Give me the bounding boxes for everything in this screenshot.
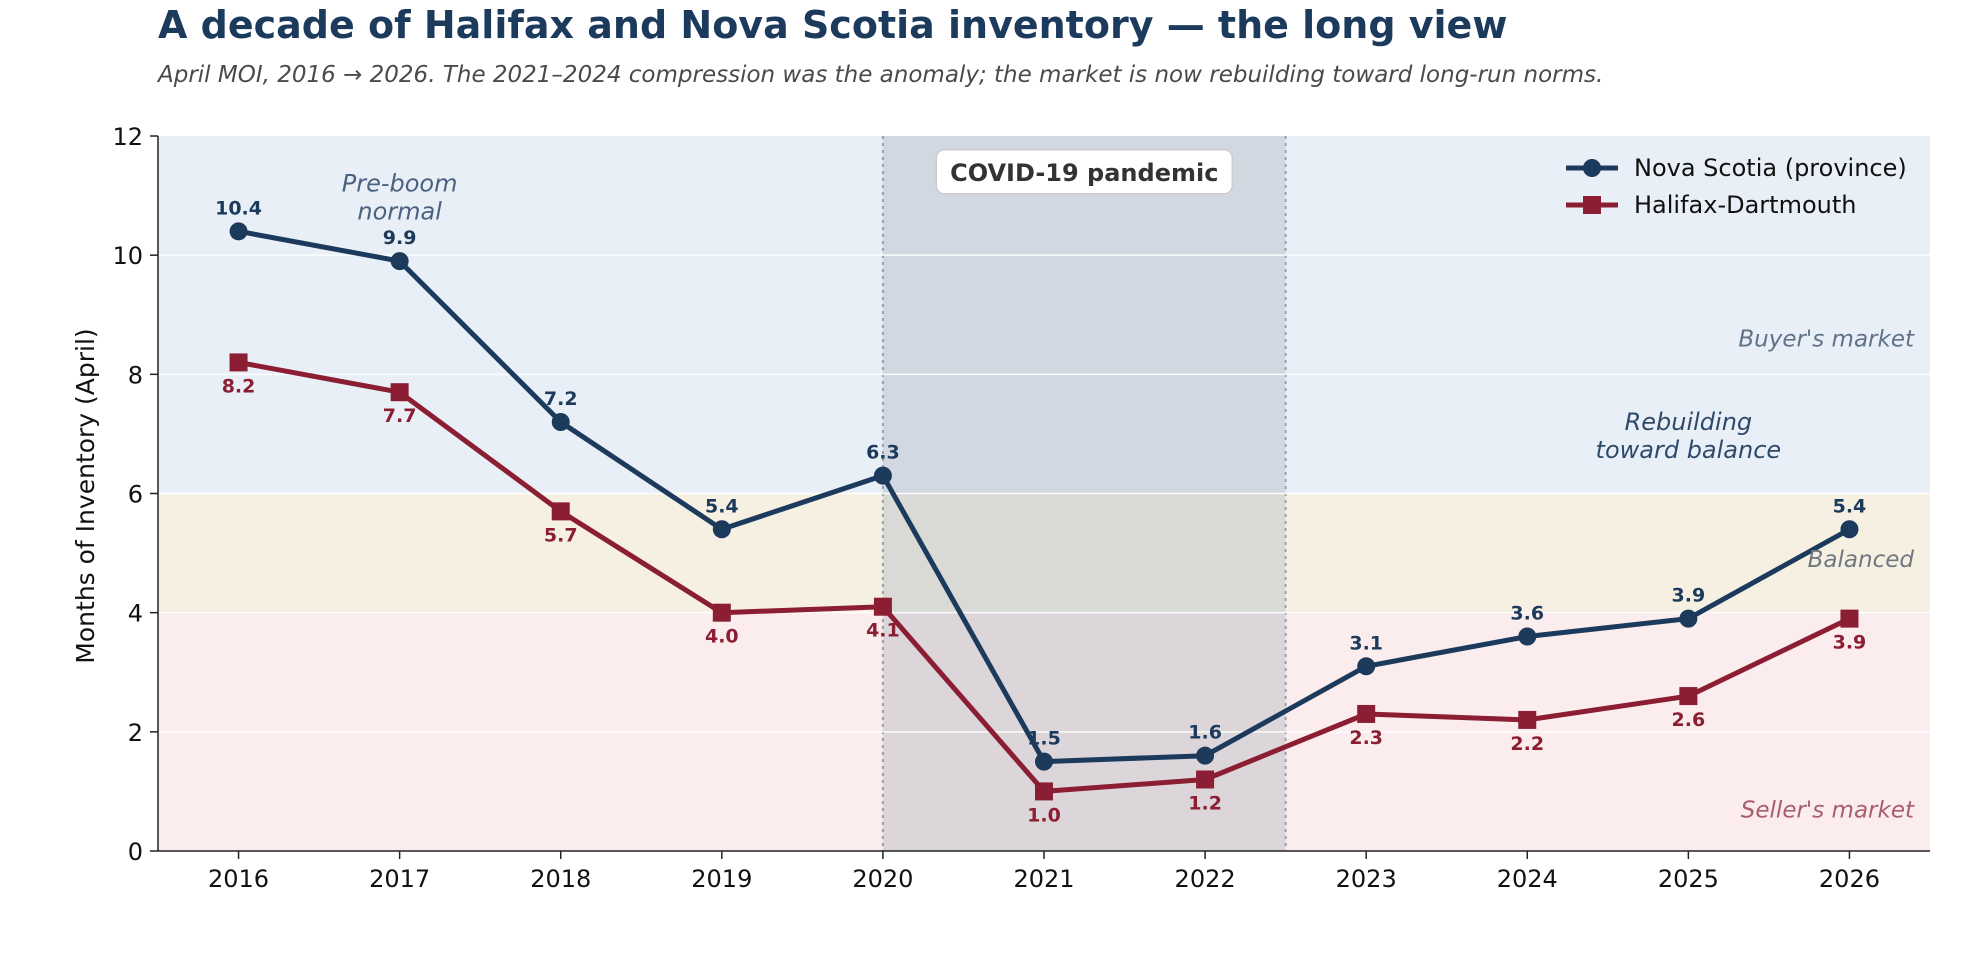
point-nova-scotia-province bbox=[229, 222, 248, 241]
data-label-nova-scotia-province: 3.1 bbox=[1349, 632, 1383, 654]
point-halifax-dartmouth bbox=[1840, 609, 1859, 628]
point-nova-scotia-province bbox=[390, 252, 409, 271]
y-tick-label: 0 bbox=[128, 838, 143, 866]
x-tick-label: 2020 bbox=[852, 865, 913, 893]
y-tick-label: 10 bbox=[112, 242, 143, 270]
band-label-seller-s-market: Seller's market bbox=[1741, 797, 1915, 823]
data-label-halifax-dartmouth: 5.7 bbox=[544, 524, 578, 546]
annotation-pre-boom: Pre-boom normal bbox=[342, 170, 458, 226]
x-tick-label: 2024 bbox=[1497, 865, 1558, 893]
point-halifax-dartmouth bbox=[1035, 782, 1053, 801]
band-label-balanced: Balanced bbox=[1808, 547, 1915, 573]
y-axis-label: Months of Inventory (April) bbox=[71, 328, 100, 663]
axes: 0 2 4 6 8 10 12 2016 2017 2018 2019 2020 2021 2022 202… bbox=[112, 123, 1930, 893]
y-tick-label: 4 bbox=[128, 600, 143, 628]
point-nova-scotia-province bbox=[1357, 657, 1376, 676]
point-halifax-dartmouth bbox=[1679, 687, 1698, 706]
point-nova-scotia-province bbox=[551, 413, 570, 431]
legend-marker-halifax-dartmouth bbox=[1583, 196, 1601, 214]
y-tick-label: 8 bbox=[128, 361, 143, 389]
y-tick-label: 6 bbox=[128, 481, 143, 509]
chart-subtitle: April MOI, 2016 → 2026. The 2021–2024 co… bbox=[156, 62, 1603, 88]
data-label-nova-scotia-province: 3.6 bbox=[1510, 603, 1544, 625]
y-tick-label: 2 bbox=[128, 719, 143, 747]
band-balanced bbox=[158, 493, 1930, 613]
data-label-halifax-dartmouth: 3.9 bbox=[1833, 632, 1867, 654]
legend-marker-nova-scotia-province bbox=[1583, 159, 1601, 177]
covid-label-box bbox=[935, 149, 1234, 195]
legend-label-nova-scotia-province: Nova Scotia (province) bbox=[1634, 154, 1907, 182]
point-halifax-dartmouth bbox=[1357, 704, 1376, 723]
data-label-halifax-dartmouth: 8.2 bbox=[222, 375, 256, 397]
gridlines bbox=[158, 254, 1930, 733]
legend-label-halifax-dartmouth: Halifax-Dartmouth bbox=[1634, 191, 1856, 219]
point-nova-scotia-province bbox=[873, 466, 892, 485]
point-nova-scotia-province bbox=[712, 520, 731, 539]
point-nova-scotia-province bbox=[1196, 746, 1215, 765]
data-label-halifax-dartmouth: 2.2 bbox=[1510, 733, 1544, 755]
x-tick-label: 2019 bbox=[691, 865, 752, 893]
x-tick-label: 2018 bbox=[530, 865, 591, 893]
data-label-nova-scotia-province: 5.4 bbox=[1833, 495, 1867, 517]
point-halifax-dartmouth bbox=[1196, 770, 1215, 789]
annotations: Seller's market Balanced Buyer's market Pre… bbox=[342, 149, 1915, 823]
data-labels: 10.4 9.9 7.2 5.4 6.3 1.5 1.6 3.1 3.6 3.9 5.4 8.2 7.7… bbox=[215, 197, 1866, 826]
data-label-halifax-dartmouth: 7.7 bbox=[383, 405, 417, 427]
point-halifax-dartmouth bbox=[873, 597, 892, 616]
data-label-halifax-dartmouth: 4.1 bbox=[866, 620, 900, 642]
x-tick-label: 2026 bbox=[1819, 865, 1880, 893]
data-label-halifax-dartmouth: 2.6 bbox=[1672, 709, 1706, 731]
data-label-nova-scotia-province: 3.9 bbox=[1672, 585, 1706, 607]
data-label-nova-scotia-province: 6.3 bbox=[866, 442, 900, 464]
point-halifax-dartmouth bbox=[390, 383, 409, 402]
band-label-buyer-s-market: Buyer's market bbox=[1738, 327, 1915, 353]
data-label-halifax-dartmouth: 1.0 bbox=[1027, 804, 1061, 826]
data-label-nova-scotia-province: 7.2 bbox=[544, 388, 578, 410]
x-tick-label: 2022 bbox=[1175, 865, 1236, 893]
x-tick-label: 2021 bbox=[1013, 865, 1074, 893]
x-tick-label: 2023 bbox=[1336, 865, 1397, 893]
x-tick-label: 2025 bbox=[1658, 865, 1719, 893]
data-label-nova-scotia-province: 1.6 bbox=[1188, 722, 1222, 744]
data-label-nova-scotia-province: 9.9 bbox=[383, 227, 417, 249]
series bbox=[229, 222, 1859, 801]
data-label-nova-scotia-province: 1.5 bbox=[1027, 728, 1061, 750]
data-label-halifax-dartmouth: 1.2 bbox=[1188, 793, 1222, 815]
legend: Nova Scotia (province) Halifax-Dartmouth bbox=[1566, 154, 1907, 219]
data-label-halifax-dartmouth: 2.3 bbox=[1349, 727, 1383, 749]
point-nova-scotia-province bbox=[1679, 609, 1698, 628]
data-label-halifax-dartmouth: 4.0 bbox=[705, 626, 739, 648]
point-halifax-dartmouth bbox=[229, 353, 248, 372]
x-tick-label: 2016 bbox=[208, 865, 269, 893]
point-halifax-dartmouth bbox=[712, 603, 731, 622]
annotation-rebuilding: Rebuilding toward balance bbox=[1596, 408, 1782, 464]
data-label-nova-scotia-province: 5.4 bbox=[705, 495, 739, 517]
y-tick-label: 12 bbox=[112, 123, 143, 151]
covid-label: COVID-19 pandemic bbox=[950, 159, 1218, 187]
x-tick-label: 2017 bbox=[369, 865, 430, 893]
point-nova-scotia-province bbox=[1518, 627, 1537, 646]
point-halifax-dartmouth bbox=[1518, 710, 1537, 729]
point-halifax-dartmouth bbox=[551, 502, 570, 521]
chart-title: A decade of Halifax and Nova Scotia inve… bbox=[158, 3, 1507, 47]
point-nova-scotia-province bbox=[1840, 520, 1859, 539]
data-label-nova-scotia-province: 10.4 bbox=[215, 197, 262, 219]
point-nova-scotia-province bbox=[1035, 752, 1053, 771]
